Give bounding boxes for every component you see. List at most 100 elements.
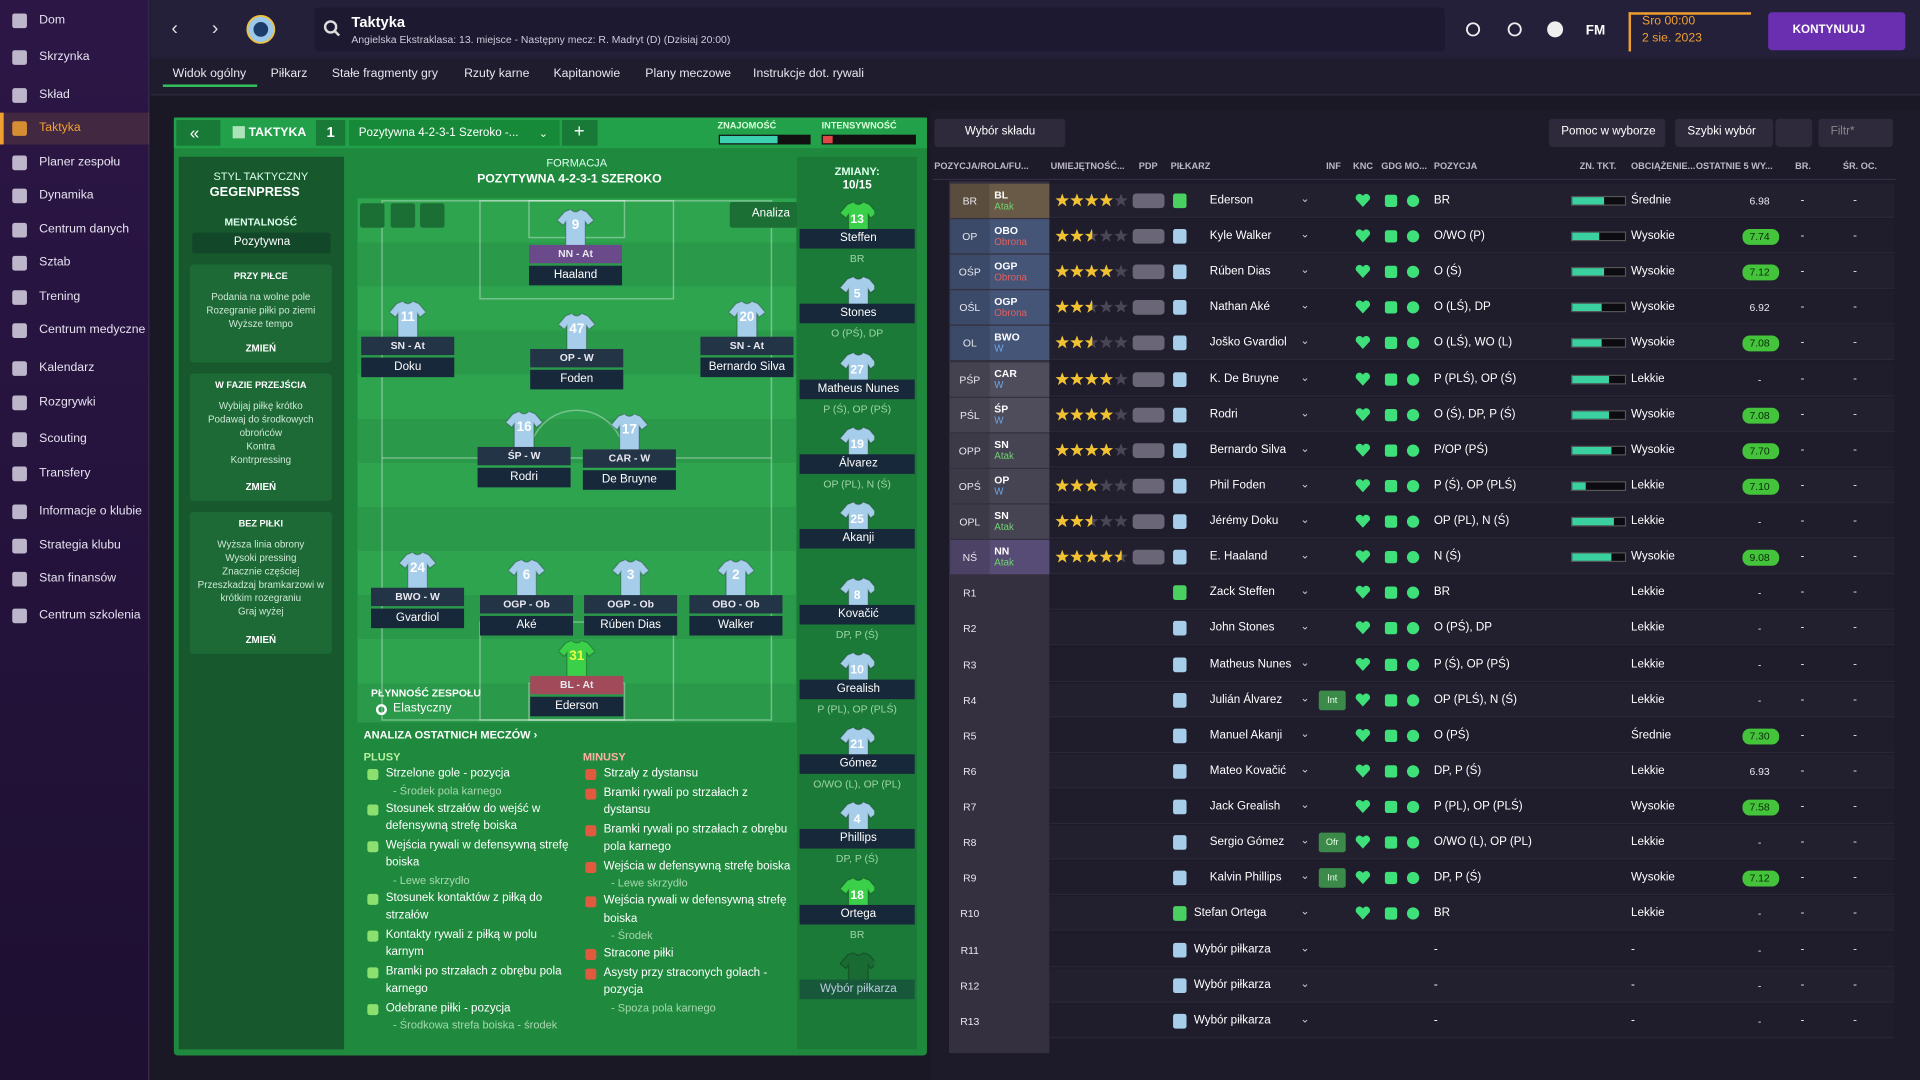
pitch-view-button[interactable] — [390, 203, 416, 228]
column-header[interactable]: INF — [1326, 160, 1341, 172]
role-cell[interactable] — [989, 540, 1050, 575]
analysis-button[interactable]: Analiza — [729, 202, 798, 228]
row-player[interactable]: Manuel Akanji — [1209, 728, 1283, 742]
role-box[interactable]: OBO - Ob — [689, 595, 783, 614]
role-cell[interactable] — [989, 183, 1050, 218]
tab[interactable]: Kapitanowie — [553, 67, 621, 81]
row-player[interactable]: Mateo Kovačić — [1209, 763, 1287, 778]
row-dropdown[interactable]: ⌄ — [1300, 762, 1310, 775]
row-player[interactable]: Phil Foden — [1209, 478, 1266, 493]
role-box[interactable]: SN - At — [700, 336, 794, 356]
row-dropdown[interactable]: ⌄ — [1300, 727, 1310, 740]
row-dropdown[interactable]: ⌄ — [1300, 299, 1310, 312]
role-cell[interactable] — [989, 397, 1050, 432]
name-box[interactable]: Haaland — [528, 265, 623, 286]
row-dropdown[interactable]: ⌄ — [1300, 441, 1310, 455]
sidebar-item[interactable]: Kalendarz — [39, 361, 95, 375]
role-box[interactable]: BWO - W — [371, 587, 465, 607]
row-dropdown[interactable]: ⌄ — [1300, 370, 1310, 383]
row-player[interactable]: Rúben Dias — [1209, 264, 1271, 279]
row-player[interactable]: Jérémy Doku — [1209, 514, 1279, 528]
tab[interactable]: Piłkarz — [270, 67, 308, 81]
row-player[interactable]: Sergio Gómez — [1209, 835, 1285, 849]
row-dropdown[interactable]: ⌄ — [1300, 477, 1310, 490]
row-player[interactable]: Julián Álvarez — [1209, 692, 1283, 707]
row-dropdown[interactable]: ⌄ — [1300, 227, 1310, 241]
row-player[interactable]: Kyle Walker — [1209, 229, 1272, 243]
role-box[interactable]: BL - At — [530, 675, 624, 695]
analysis-title[interactable]: ANALIZA OSTATNICH MECZÓW › — [363, 728, 538, 741]
column-header[interactable]: ŚR. OC. — [1842, 160, 1878, 172]
sidebar-item[interactable]: Dynamika — [39, 188, 94, 203]
name-box[interactable]: Bernardo Silva — [700, 357, 794, 378]
formation-name[interactable]: POZYTYWNA 4-2-3-1 SZEROKO — [477, 172, 662, 187]
name-box[interactable]: Foden — [530, 369, 624, 390]
sidebar-item[interactable]: Strategia klubu — [39, 538, 121, 553]
row-dropdown[interactable]: ⌄ — [1300, 691, 1310, 704]
sub-name-box[interactable]: Ortega — [799, 904, 915, 925]
sub-name-box[interactable]: Kovačić — [799, 604, 915, 624]
change-button[interactable]: ZMIEŃ — [245, 342, 277, 354]
column-header[interactable]: BR. — [1795, 160, 1811, 172]
role-box[interactable]: OGP - Ob — [584, 595, 678, 614]
column-header[interactable]: GDG — [1381, 160, 1403, 172]
sub-name-box[interactable]: Matheus Nunes — [799, 379, 915, 399]
row-dropdown[interactable]: ⌄ — [1300, 192, 1310, 205]
row-dropdown[interactable]: ⌄ — [1300, 869, 1310, 882]
role-cell[interactable] — [989, 504, 1050, 539]
forward-button[interactable]: › — [211, 18, 219, 40]
column-header[interactable]: OSTATNIE 5 WY... — [1695, 160, 1773, 172]
role-cell[interactable] — [989, 468, 1050, 504]
row-dropdown[interactable]: ⌄ — [1300, 905, 1310, 918]
squad-button[interactable]: Pomoc w wyborze — [1548, 118, 1666, 147]
row-player[interactable]: Jack Grealish — [1209, 799, 1281, 814]
row-dropdown[interactable]: ⌄ — [1300, 620, 1310, 633]
row-player[interactable]: Rodri — [1209, 407, 1238, 421]
role-box[interactable]: NN - At — [528, 244, 623, 264]
row-dropdown[interactable]: ⌄ — [1300, 406, 1310, 419]
column-header[interactable]: KNC — [1353, 160, 1373, 172]
name-box[interactable]: Aké — [480, 615, 574, 636]
sidebar-item[interactable]: Scouting — [39, 432, 87, 446]
sidebar-item[interactable]: Rozgrywki — [39, 395, 96, 409]
row-player[interactable]: Ederson — [1209, 193, 1254, 207]
name-box[interactable]: De Bruyne — [582, 470, 676, 490]
sidebar-item[interactable]: Transfery — [39, 466, 91, 481]
add-tactic[interactable]: + — [562, 120, 598, 146]
row-dropdown[interactable]: ⌄ — [1300, 548, 1310, 562]
column-header[interactable]: POZYCJA/ROLA/FU... — [934, 160, 1029, 172]
tab[interactable]: Plany meczowe — [645, 67, 732, 81]
tab[interactable]: Rzuty karne — [464, 67, 530, 81]
row-dropdown[interactable]: ⌄ — [1300, 334, 1310, 348]
row-player[interactable]: Stefan Ortega — [1193, 906, 1267, 921]
row-player[interactable]: John Stones — [1209, 621, 1275, 635]
sidebar-item[interactable]: Centrum szkolenia — [39, 608, 141, 623]
tactic-select[interactable] — [348, 120, 560, 146]
row-player[interactable]: Wybór piłkarza — [1193, 1013, 1271, 1028]
sidebar-item[interactable]: Sztab — [39, 255, 71, 270]
role-box[interactable]: SN - At — [361, 336, 455, 356]
column-header[interactable]: PIŁKARZ — [1170, 160, 1211, 172]
sub-name-box[interactable]: Álvarez — [799, 454, 915, 474]
sub-name-box[interactable]: Steffen — [799, 228, 915, 249]
name-box[interactable]: Rúben Dias — [584, 615, 678, 636]
sidebar-item[interactable]: Centrum medyczne — [39, 323, 146, 337]
squad-button[interactable]: Szybki wybór — [1675, 118, 1774, 147]
back-button[interactable]: ‹ — [171, 18, 178, 40]
squad-button[interactable]: Filtr* — [1818, 118, 1894, 147]
sidebar-item[interactable]: Stan finansów — [39, 571, 117, 586]
column-header[interactable]: MO... — [1404, 160, 1427, 172]
row-dropdown[interactable]: ⌄ — [1300, 263, 1310, 276]
row-player[interactable]: K. De Bruyne — [1209, 371, 1279, 386]
row-player[interactable]: Wybór piłkarza — [1193, 942, 1271, 956]
role-box[interactable]: ŚP - W — [477, 446, 571, 466]
role-cell[interactable] — [989, 219, 1050, 254]
row-player[interactable]: Nathan Aké — [1209, 300, 1270, 314]
row-player[interactable]: Kalvin Phillips — [1209, 870, 1282, 885]
row-dropdown[interactable]: ⌄ — [1300, 584, 1310, 597]
row-player[interactable]: Wybór piłkarza — [1193, 977, 1271, 992]
tab[interactable]: Stałe fragmenty gry — [331, 67, 439, 81]
sub-name-box[interactable]: Grealish — [799, 679, 915, 699]
tab[interactable]: Instrukcje dot. rywali — [753, 67, 864, 81]
collapse-button[interactable]: « — [176, 120, 221, 146]
